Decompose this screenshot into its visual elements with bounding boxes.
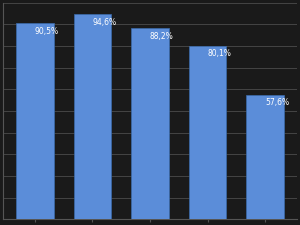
Bar bbox=[246, 95, 284, 219]
Text: 94,6%: 94,6% bbox=[92, 18, 117, 27]
Bar bbox=[189, 46, 226, 219]
Text: 80,1%: 80,1% bbox=[208, 49, 231, 58]
Text: 88,2%: 88,2% bbox=[150, 32, 174, 40]
Bar bbox=[131, 28, 169, 219]
Text: 57,6%: 57,6% bbox=[265, 98, 289, 107]
Bar bbox=[16, 23, 54, 219]
Bar bbox=[74, 14, 111, 219]
Text: 90,5%: 90,5% bbox=[35, 27, 59, 36]
